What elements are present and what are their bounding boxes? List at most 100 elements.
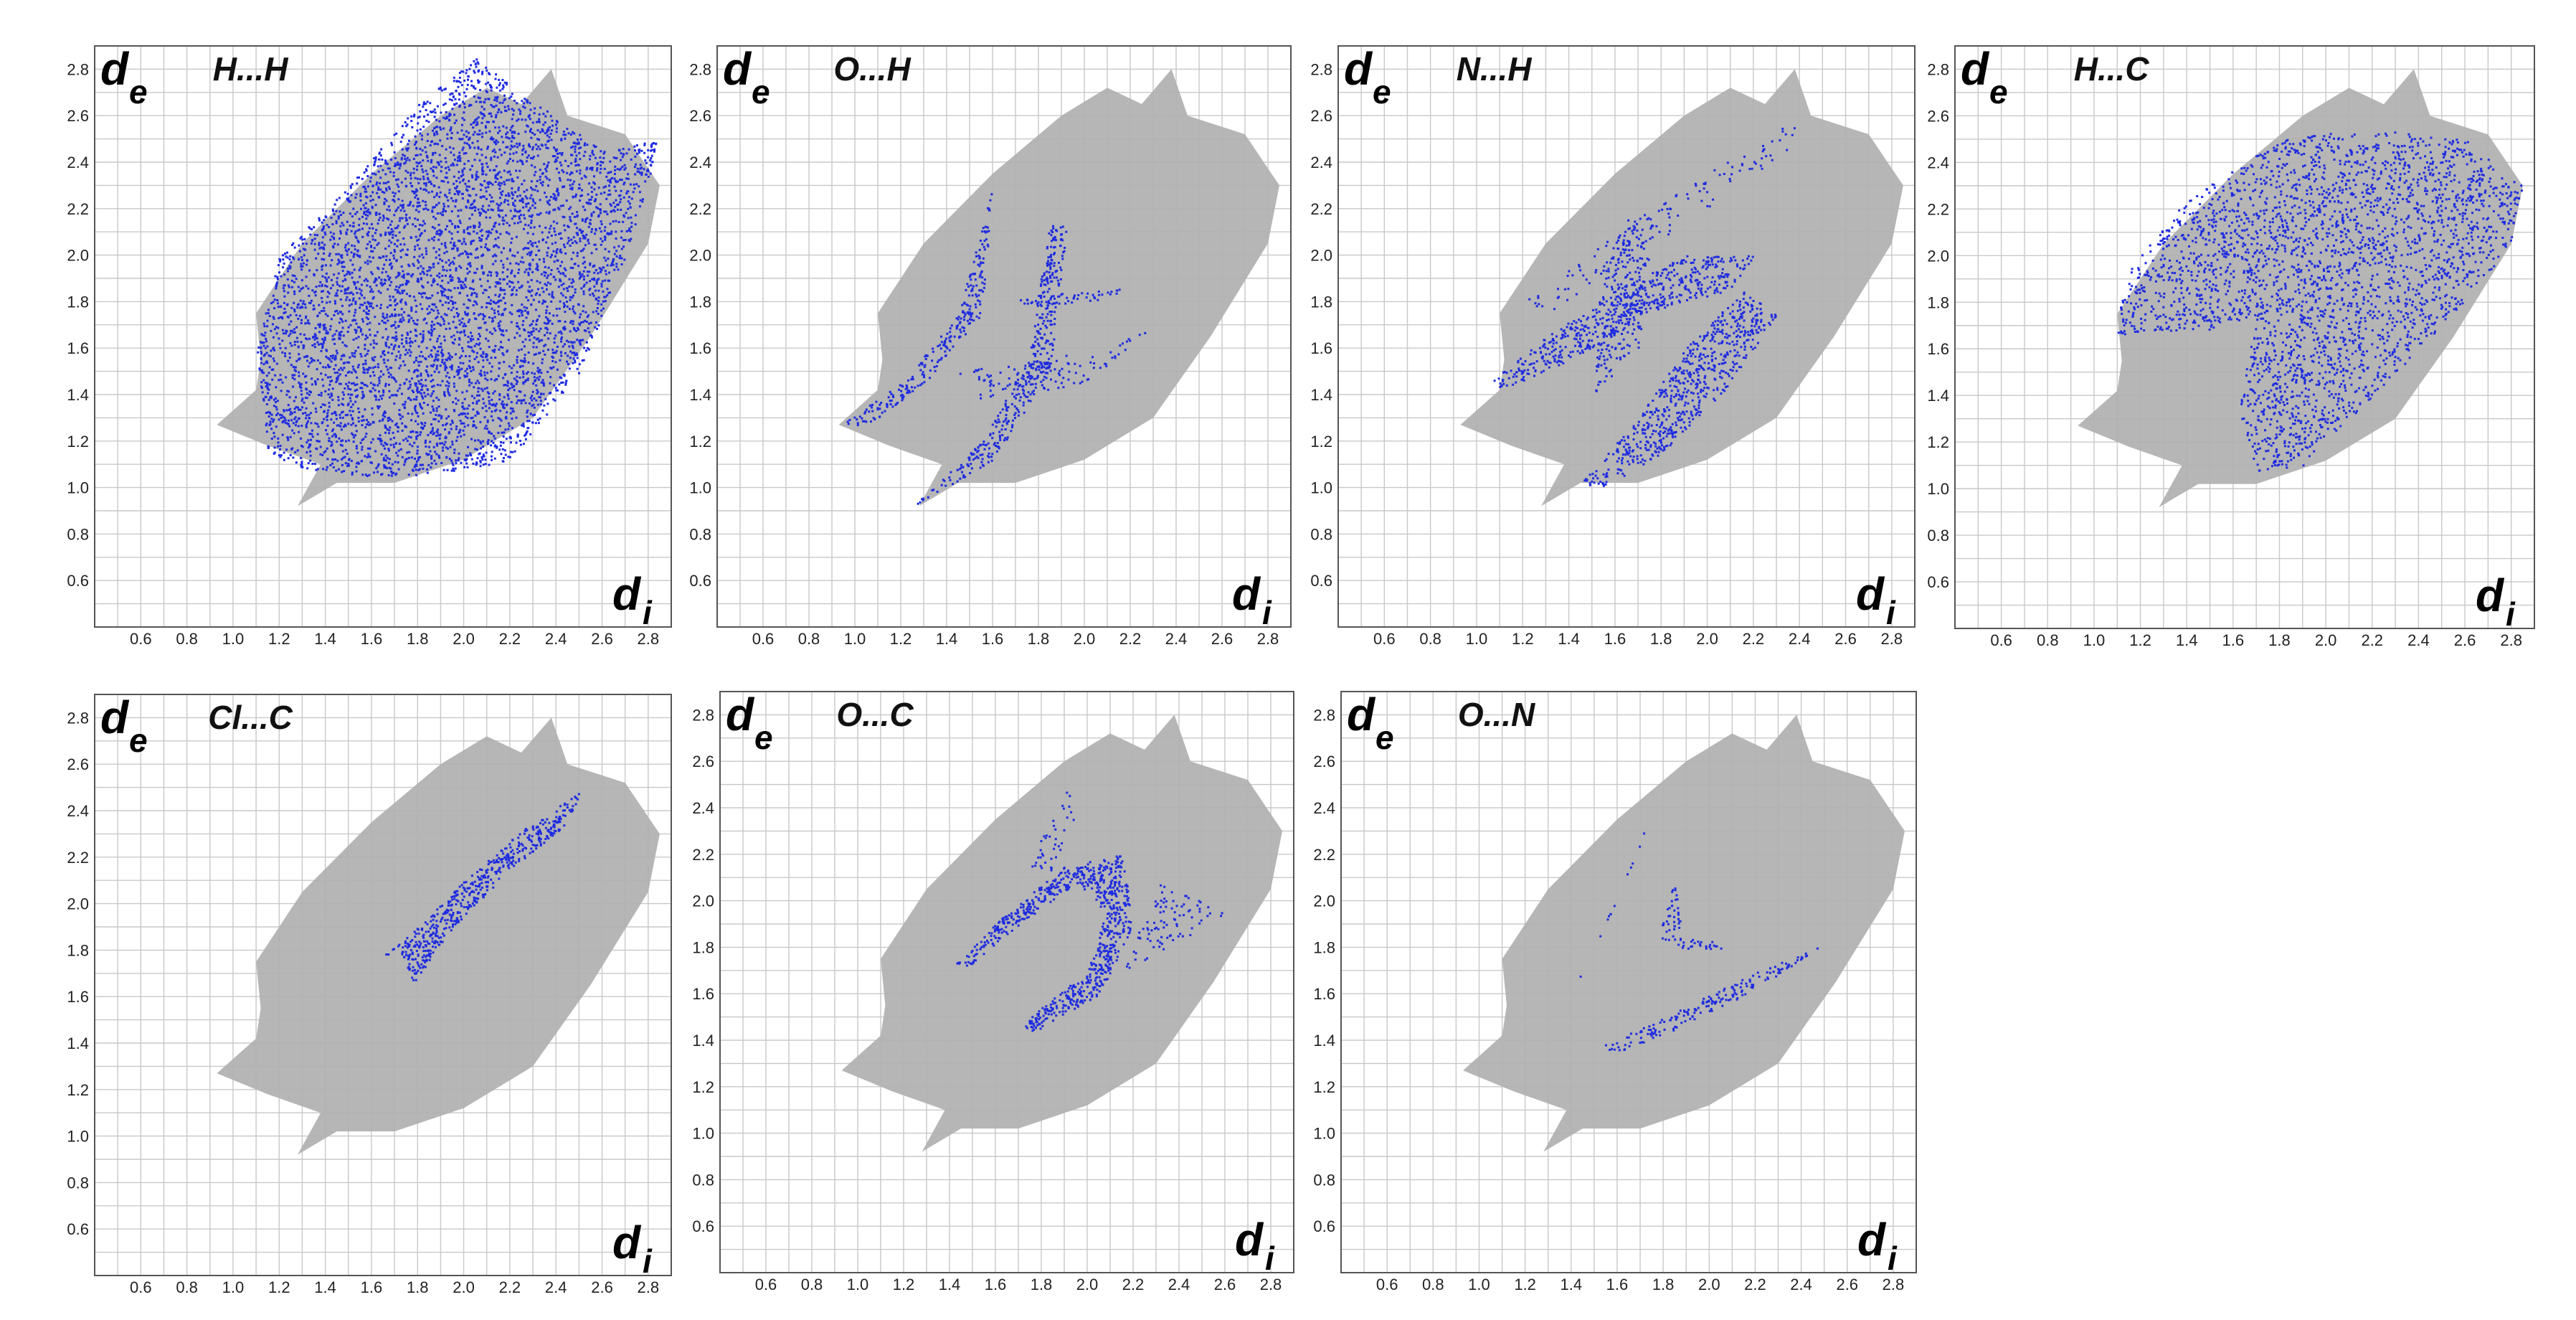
y-tick-label: 1.2	[67, 433, 89, 451]
x-tick-label: 1.8	[1028, 630, 1050, 648]
x-tick-label: 1.8	[1652, 1276, 1675, 1293]
x-axis-label: d	[1856, 568, 1885, 620]
y-tick-label: 2.0	[689, 247, 711, 265]
y-tick-label: 1.0	[1927, 480, 1949, 498]
x-tick-label: 1.8	[1031, 1276, 1053, 1293]
y-tick-label: 2.0	[1927, 247, 1949, 265]
y-tick-label: 2.4	[67, 154, 89, 171]
x-tick-label: 2.2	[1743, 630, 1765, 648]
x-tick-label: 0.6	[1373, 630, 1396, 648]
x-tick-label: 2.4	[1168, 1276, 1190, 1293]
y-tick-label: 2.4	[1310, 154, 1332, 171]
fingerprint-area	[2078, 69, 2523, 508]
background-points	[1463, 715, 1905, 1152]
fingerprint-plot: 0.6 0.8 1.0 1.2 1.4 1.6 1.8 2.0 2.2 2.4 2.6 2.8 0.6 0…	[1310, 43, 1916, 648]
x-tick-label: 2.6	[1214, 1276, 1236, 1293]
x-tick-label: 1.0	[847, 1276, 869, 1293]
fingerprint-plot: 0.6 0.8 1.0 1.2 1.4 1.6 1.8 2.0 2.2 2.4 2.6 2.8 0.6 0…	[1927, 43, 2535, 649]
fingerprint-area	[841, 715, 1282, 1152]
y-axis-label: d	[100, 43, 130, 95]
plot-frame	[716, 45, 1292, 628]
y-tick-label: 2.8	[67, 709, 89, 727]
x-tick-label: 1.2	[1514, 1276, 1536, 1293]
x-tick-label: 2.4	[1165, 630, 1188, 648]
x-tick-label: 1.4	[939, 1276, 961, 1293]
chart-title: Cl...C	[208, 699, 293, 736]
plot-frame	[94, 45, 672, 628]
y-axis-label: d	[1347, 689, 1376, 740]
highlight-point-cluster	[1031, 791, 1075, 872]
y-tick-label: 0.6	[67, 572, 89, 590]
x-tick-label: 0.6	[755, 1276, 777, 1293]
y-tick-label: 2.6	[1927, 107, 1949, 125]
fingerprint-plot: 0.6 0.8 1.0 1.2 1.4 1.6 1.8 2.0 2.2 2.4 2.6 2.8 0.6 0…	[692, 689, 1294, 1293]
background-points	[841, 715, 1282, 1152]
x-tick-label: 0.8	[798, 630, 820, 648]
x-tick-label: 1.0	[844, 630, 866, 648]
y-tick-label: 1.8	[1310, 293, 1332, 311]
highlight-point-cluster	[1605, 947, 1819, 1052]
x-tick-label: 2.2	[1119, 630, 1142, 648]
x-tick-label: 1.2	[268, 1278, 290, 1296]
y-axis-label-subscript: e	[752, 73, 770, 110]
x-tick-label: 2.6	[1834, 630, 1857, 648]
y-tick-label: 2.8	[692, 706, 714, 724]
y-tick-label: 1.8	[692, 938, 714, 956]
y-tick-label: 1.0	[67, 479, 89, 497]
y-tick-label: 0.6	[692, 1217, 714, 1235]
y-tick-label: 1.0	[692, 1125, 714, 1143]
x-axis-label: d	[1857, 1214, 1887, 1265]
x-tick-label: 1.0	[222, 1278, 245, 1296]
y-tick-label: 1.8	[67, 293, 89, 311]
y-tick-label: 2.6	[1313, 753, 1335, 770]
x-tick-label: 2.0	[1074, 630, 1096, 648]
x-tick-label: 1.0	[1466, 630, 1488, 648]
y-tick-label: 1.6	[67, 339, 89, 357]
x-tick-label: 1.2	[1512, 630, 1534, 648]
y-axis-label-subscript: e	[129, 73, 148, 110]
x-tick-label: 1.2	[893, 1276, 915, 1293]
x-tick-label: 0.6	[130, 630, 152, 648]
y-tick-label: 2.0	[1313, 892, 1335, 910]
x-axis-label-subscript: i	[1888, 1240, 1898, 1277]
highlight-points	[385, 793, 580, 981]
x-tick-label: 2.8	[2500, 631, 2522, 649]
y-tick-label: 2.4	[67, 802, 89, 820]
y-tick-label: 2.6	[1310, 107, 1332, 125]
x-tick-label: 1.6	[2222, 631, 2245, 649]
x-axis-label: d	[612, 1217, 642, 1268]
y-tick-label: 1.2	[689, 433, 711, 451]
x-tick-label: 1.4	[936, 630, 958, 648]
y-tick-label: 2.4	[1313, 799, 1335, 817]
y-tick-label: 1.6	[1927, 340, 1949, 358]
x-tick-label: 2.4	[545, 1278, 567, 1296]
y-tick-label: 0.8	[689, 525, 711, 543]
x-axis-label-subscript: i	[1886, 594, 1896, 631]
x-tick-label: 1.4	[314, 1278, 336, 1296]
fingerprint-plot: 0.6 0.8 1.0 1.2 1.4 1.6 1.8 2.0 2.2 2.4 2.6 2.8 0.6 0…	[67, 692, 672, 1296]
background-points	[217, 69, 660, 506]
y-axis-label-subscript: e	[129, 722, 148, 759]
fingerprint-area	[1460, 69, 1903, 506]
y-tick-label: 1.4	[1313, 1032, 1335, 1050]
plot-frame	[94, 694, 672, 1276]
y-tick-label: 1.4	[67, 386, 89, 404]
y-tick-label: 1.2	[692, 1078, 714, 1096]
y-tick-label: 1.0	[689, 479, 711, 497]
fingerprint-plot: 0.6 0.8 1.0 1.2 1.4 1.6 1.8 2.0 2.2 2.4 2.6 2.8 0.6 0…	[67, 43, 672, 648]
y-tick-label: 1.4	[689, 386, 711, 404]
chart-title: H...C	[2074, 50, 2150, 88]
x-tick-label: 1.0	[222, 630, 245, 648]
highlight-point-cluster	[1020, 288, 1121, 307]
y-axis-label-subscript: e	[754, 719, 773, 756]
y-tick-label: 0.6	[1313, 1217, 1335, 1235]
x-axis-label-subscript: i	[643, 594, 653, 631]
x-tick-label: 2.4	[1789, 630, 1811, 648]
x-tick-label: 0.8	[176, 630, 198, 648]
y-tick-label: 2.2	[67, 849, 89, 867]
x-tick-label: 2.8	[638, 630, 660, 648]
y-tick-label: 2.4	[692, 799, 714, 817]
x-tick-label: 1.4	[314, 630, 336, 648]
x-tick-label: 0.8	[176, 1278, 198, 1296]
y-tick-label: 0.6	[1310, 572, 1332, 590]
